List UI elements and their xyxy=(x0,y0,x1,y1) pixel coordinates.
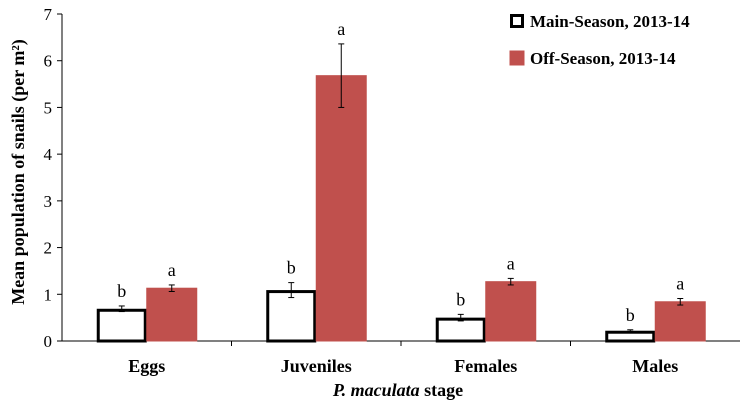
bar-males-series-2 xyxy=(654,301,706,342)
x-category-label: Females xyxy=(454,356,517,376)
legend: Main-Season, 2013-14 Off-Season, 2013-14 xyxy=(509,12,690,68)
legend-swatch xyxy=(510,14,524,28)
bar-females-series-2 xyxy=(485,281,537,342)
legend-label: Main-Season, 2013-14 xyxy=(530,12,690,31)
x-category-label: Males xyxy=(632,356,678,376)
legend-label: Off-Season, 2013-14 xyxy=(530,49,676,68)
y-axis-title: Mean population of snails (per m²) xyxy=(8,39,29,305)
significance-letter: a xyxy=(337,19,345,39)
y-tick-label: 0 xyxy=(44,332,53,351)
significance-letter: a xyxy=(676,273,684,293)
bar-females-series-1 xyxy=(435,317,486,343)
y-tick-label: 7 xyxy=(44,5,53,24)
bars xyxy=(96,43,706,343)
y-tick-label: 5 xyxy=(44,98,53,117)
labels: Eggs b a Juveniles b a Females b a Males b a xyxy=(117,19,684,376)
bar-eggs-series-1 xyxy=(96,308,147,343)
significance-letter: b xyxy=(287,258,296,278)
significance-letter: a xyxy=(168,260,176,280)
significance-letter: b xyxy=(117,281,126,301)
x-category-label: Juveniles xyxy=(281,356,352,376)
legend-swatch xyxy=(509,50,525,66)
bar-eggs-series-2 xyxy=(146,287,198,342)
significance-letter: b xyxy=(626,305,635,325)
x-category-label: Eggs xyxy=(128,356,165,376)
bar-juveniles-series-2 xyxy=(315,75,367,342)
significance-letter: a xyxy=(507,253,515,273)
y-tick-label: 1 xyxy=(44,285,53,304)
y-tick-label: 3 xyxy=(44,192,53,211)
x-axis-title-rest: stage xyxy=(420,380,464,400)
significance-letter: b xyxy=(456,289,465,309)
bar-juveniles-series-1 xyxy=(266,290,317,343)
x-axis-title-italic: P. maculata xyxy=(332,380,420,400)
y-tick-label: 6 xyxy=(44,52,53,71)
x-axis-title: P. maculata stage xyxy=(332,380,463,400)
y-tick-label: 4 xyxy=(44,145,53,164)
y-tick-label: 2 xyxy=(44,239,53,258)
bar-males-series-1 xyxy=(605,330,656,343)
